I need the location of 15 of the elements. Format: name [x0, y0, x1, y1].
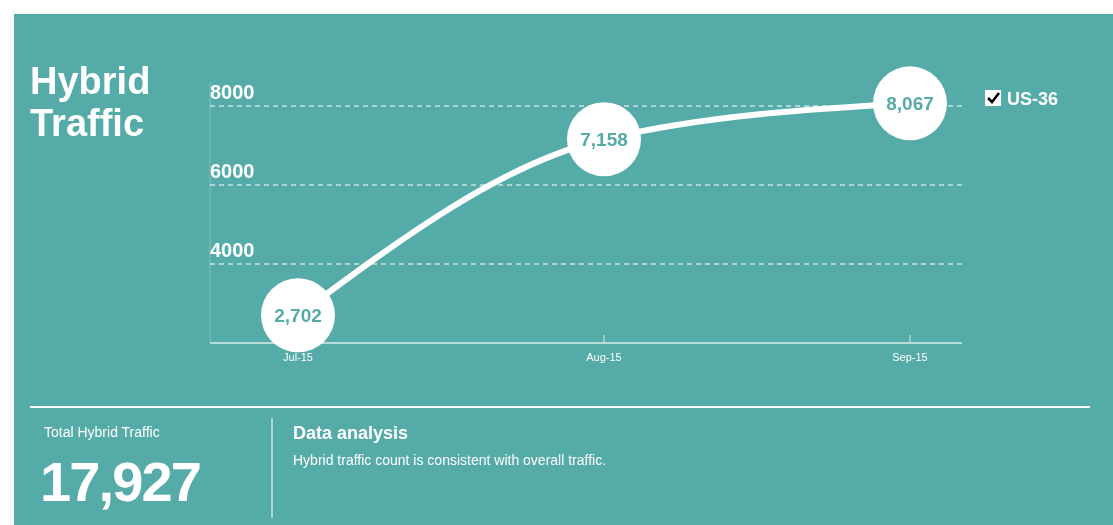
y-tick-label: 6000	[210, 160, 255, 182]
text: Data analysis	[293, 423, 409, 443]
legend-label: US-36	[1007, 89, 1059, 109]
data-label: 7,158	[580, 129, 628, 151]
data-label: 8,067	[886, 93, 934, 115]
y-tick-label: 4000	[210, 239, 255, 261]
data-label: 2,702	[274, 305, 322, 327]
x-tick-label: Jul-15	[283, 351, 313, 363]
text: 17,927	[40, 450, 202, 513]
y-tick-label: 8000	[210, 81, 255, 103]
x-tick-label: Aug-15	[586, 351, 622, 363]
text: Hybrid traffic count is consistent with overall traffic.	[293, 452, 607, 468]
x-tick-label: Sep-15	[892, 351, 928, 363]
text: Total Hybrid Traffic	[44, 424, 160, 440]
chart-title: Hybrid Traffic	[30, 60, 151, 144]
